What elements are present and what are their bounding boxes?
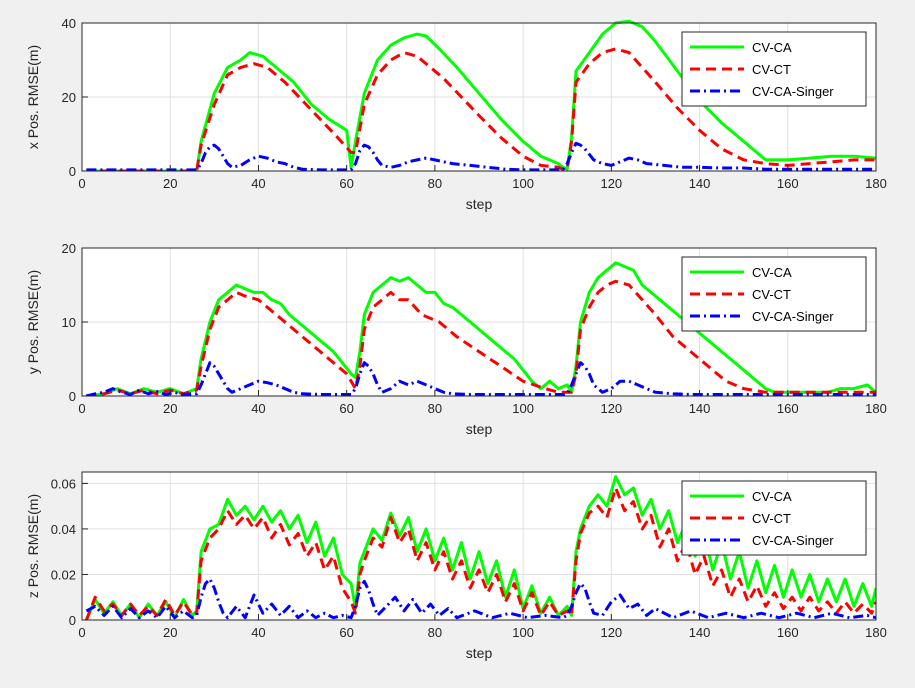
legend-label-cv-ct: CV-CT [752, 287, 791, 302]
x-tick-label: 0 [78, 176, 85, 191]
y-tick-label: 20 [62, 90, 76, 105]
series-group [86, 261, 876, 396]
x-tick-label: 100 [512, 625, 534, 640]
y-tick-label: 40 [62, 16, 76, 31]
x-tick-label: 100 [512, 401, 534, 416]
y-tick-label: 0.06 [51, 476, 76, 491]
x-tick-label: 100 [512, 176, 534, 191]
series-line-cv-ca-singer [86, 361, 876, 396]
x-tick-label: 40 [251, 176, 265, 191]
y-tick-label: 0 [69, 613, 76, 628]
x-tick-label: 120 [600, 176, 622, 191]
axes-box [81, 471, 877, 621]
x-tick-label: 160 [777, 176, 799, 191]
y-axis-label: z Pos. RMSE(m) [25, 494, 41, 598]
x-tick-label: 80 [428, 401, 442, 416]
x-tick-label: 0 [78, 401, 85, 416]
x-tick-label: 40 [251, 625, 265, 640]
x-tick-label: 120 [600, 625, 622, 640]
x-axis-label: step [466, 421, 493, 437]
y-tick-label: 0.02 [51, 567, 76, 582]
x-tick-label: 160 [777, 401, 799, 416]
series-line-cv-ct [85, 486, 876, 620]
x-tick-label: 180 [865, 176, 887, 191]
legend-label-cv-ca: CV-CA [752, 40, 792, 55]
x-tick-label: 140 [689, 625, 711, 640]
x-tick-label: 180 [865, 625, 887, 640]
subplot-1: 0 20 40 60 80 100 120 140 160 180 0 20 40 step x Pos. … [25, 16, 887, 212]
legend-label-cv-ca-singer: CV-CA-Singer [752, 309, 834, 324]
x-tick-label: 180 [865, 401, 887, 416]
x-tick-label: 120 [600, 401, 622, 416]
x-tick-label: 160 [777, 625, 799, 640]
series-line-cv-ca-singer [85, 577, 876, 620]
legend: CV-CA CV-CT CV-CA-Singer [681, 256, 867, 332]
y-axis-label: x Pos. RMSE(m) [25, 45, 41, 149]
series-line-cv-ca [86, 261, 876, 396]
legend-label-cv-ct: CV-CT [752, 511, 791, 526]
series-line-cv-ca-singer [86, 141, 876, 171]
series-group [85, 475, 876, 620]
series-line-cv-ca [85, 475, 876, 620]
series-line-cv-ct [86, 47, 876, 171]
y-axis-label: y Pos. RMSE(m) [25, 270, 41, 374]
legend-label-cv-ct: CV-CT [752, 62, 791, 77]
y-tick-label: 0 [69, 389, 76, 404]
x-tick-label: 20 [163, 176, 177, 191]
legend: CV-CA CV-CT CV-CA-Singer [681, 480, 867, 556]
series-line-cv-ct [86, 279, 876, 396]
subplot-3: 0 20 40 60 80 100 120 140 160 180 0 0.02 0.04 0.06 ste… [25, 471, 887, 661]
x-tick-label: 20 [163, 625, 177, 640]
y-tick-label: 0.04 [51, 522, 76, 537]
y-tick-label: 0 [69, 164, 76, 179]
x-tick-label: 80 [428, 625, 442, 640]
x-tick-label: 60 [339, 401, 353, 416]
x-tick-label: 20 [163, 401, 177, 416]
x-tick-label: 80 [428, 176, 442, 191]
x-tick-label: 60 [339, 176, 353, 191]
y-tick-label: 10 [62, 315, 76, 330]
legend-label-cv-ca-singer: CV-CA-Singer [752, 533, 834, 548]
legend-label-cv-ca: CV-CA [752, 265, 792, 280]
x-tick-label: 140 [689, 401, 711, 416]
x-axis-label: step [466, 645, 493, 661]
subplot-2: 0 20 40 60 80 100 120 140 160 180 0 10 20 step y Pos. … [25, 241, 887, 437]
legend: CV-CA CV-CT CV-CA-Singer [681, 31, 867, 107]
x-tick-label: 0 [78, 625, 85, 640]
x-axis-label: step [466, 196, 493, 212]
y-tick-label: 20 [62, 241, 76, 256]
x-tick-label: 40 [251, 401, 265, 416]
legend-label-cv-ca: CV-CA [752, 489, 792, 504]
x-tick-label: 140 [689, 176, 711, 191]
x-tick-label: 60 [339, 625, 353, 640]
legend-label-cv-ca-singer: CV-CA-Singer [752, 84, 834, 99]
